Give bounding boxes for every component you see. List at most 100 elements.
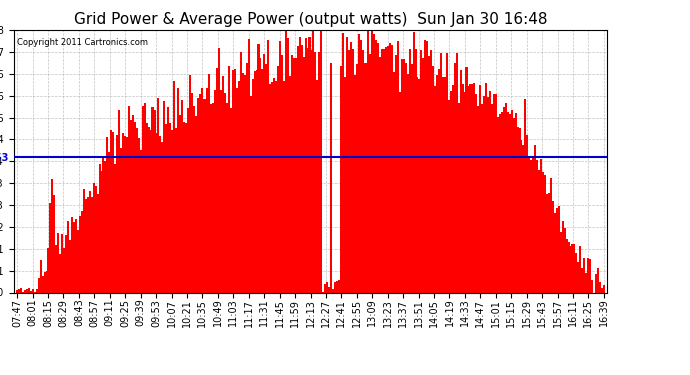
Bar xyxy=(36,289,38,292)
Bar xyxy=(558,206,560,292)
Bar xyxy=(515,113,517,292)
Text: Copyright 2011 Cartronics.com: Copyright 2011 Cartronics.com xyxy=(17,38,148,47)
Bar xyxy=(406,74,408,292)
Bar xyxy=(464,92,466,292)
Bar xyxy=(336,281,338,292)
Bar xyxy=(238,81,240,292)
Bar xyxy=(316,80,318,292)
Bar xyxy=(552,201,554,292)
Bar xyxy=(571,244,573,292)
Bar xyxy=(252,80,254,292)
Bar xyxy=(112,132,115,292)
Bar xyxy=(193,106,195,292)
Bar xyxy=(138,138,140,292)
Bar xyxy=(350,42,352,292)
Bar xyxy=(389,43,391,292)
Bar xyxy=(110,130,112,292)
Bar xyxy=(573,244,575,292)
Bar xyxy=(87,196,89,292)
Bar xyxy=(128,106,130,292)
Bar xyxy=(290,55,293,292)
Bar xyxy=(455,53,457,292)
Bar xyxy=(253,71,255,292)
Bar xyxy=(332,289,334,292)
Bar xyxy=(320,30,322,292)
Bar xyxy=(169,123,171,292)
Bar xyxy=(430,50,432,292)
Bar xyxy=(220,90,222,292)
Bar xyxy=(355,64,357,292)
Bar xyxy=(90,196,92,292)
Bar xyxy=(275,81,277,292)
Bar xyxy=(303,57,305,292)
Bar xyxy=(530,159,532,292)
Bar xyxy=(257,44,259,292)
Bar xyxy=(306,48,308,292)
Bar xyxy=(48,248,50,292)
Bar xyxy=(477,106,480,292)
Bar xyxy=(568,242,569,292)
Bar xyxy=(108,152,110,292)
Bar xyxy=(159,136,161,292)
Bar xyxy=(415,49,417,292)
Bar xyxy=(550,178,552,292)
Bar xyxy=(65,235,67,292)
Bar xyxy=(359,39,362,292)
Bar xyxy=(334,282,336,292)
Bar xyxy=(141,106,144,292)
Bar xyxy=(540,159,542,292)
Bar xyxy=(480,85,482,292)
Bar xyxy=(401,59,403,292)
Bar xyxy=(595,274,597,292)
Bar xyxy=(22,291,24,292)
Bar xyxy=(469,84,471,292)
Bar xyxy=(150,130,152,292)
Bar xyxy=(283,81,285,292)
Bar xyxy=(89,191,91,292)
Bar xyxy=(434,86,436,292)
Bar xyxy=(271,82,273,292)
Bar xyxy=(203,99,204,292)
Bar xyxy=(130,120,132,292)
Bar xyxy=(232,70,234,292)
Bar xyxy=(513,118,515,292)
Bar xyxy=(259,58,262,292)
Bar xyxy=(116,135,118,292)
Bar xyxy=(102,157,104,292)
Bar xyxy=(183,122,185,292)
Bar xyxy=(328,287,331,292)
Bar xyxy=(136,128,138,292)
Bar xyxy=(522,145,524,292)
Bar xyxy=(97,194,99,292)
Bar xyxy=(471,84,473,292)
Bar xyxy=(155,133,157,292)
Bar xyxy=(26,289,28,292)
Bar xyxy=(420,50,422,292)
Bar xyxy=(171,130,173,292)
Bar xyxy=(53,195,55,292)
Bar xyxy=(554,213,556,292)
Bar xyxy=(520,140,522,292)
Bar xyxy=(330,63,332,292)
Bar xyxy=(122,133,124,292)
Bar xyxy=(422,58,424,292)
Bar xyxy=(506,112,509,292)
Bar xyxy=(175,129,177,292)
Bar xyxy=(369,54,371,292)
Bar xyxy=(501,112,503,292)
Bar xyxy=(224,93,226,292)
Bar xyxy=(226,103,228,292)
Bar xyxy=(299,37,301,292)
Bar xyxy=(153,110,155,292)
Bar xyxy=(383,49,385,292)
Bar xyxy=(481,104,483,292)
Bar xyxy=(524,99,526,292)
Bar xyxy=(424,40,426,292)
Bar xyxy=(57,233,59,292)
Bar xyxy=(379,57,381,292)
Bar xyxy=(297,46,299,292)
Bar xyxy=(55,245,57,292)
Bar xyxy=(120,148,122,292)
Bar xyxy=(61,234,63,292)
Bar xyxy=(452,84,454,292)
